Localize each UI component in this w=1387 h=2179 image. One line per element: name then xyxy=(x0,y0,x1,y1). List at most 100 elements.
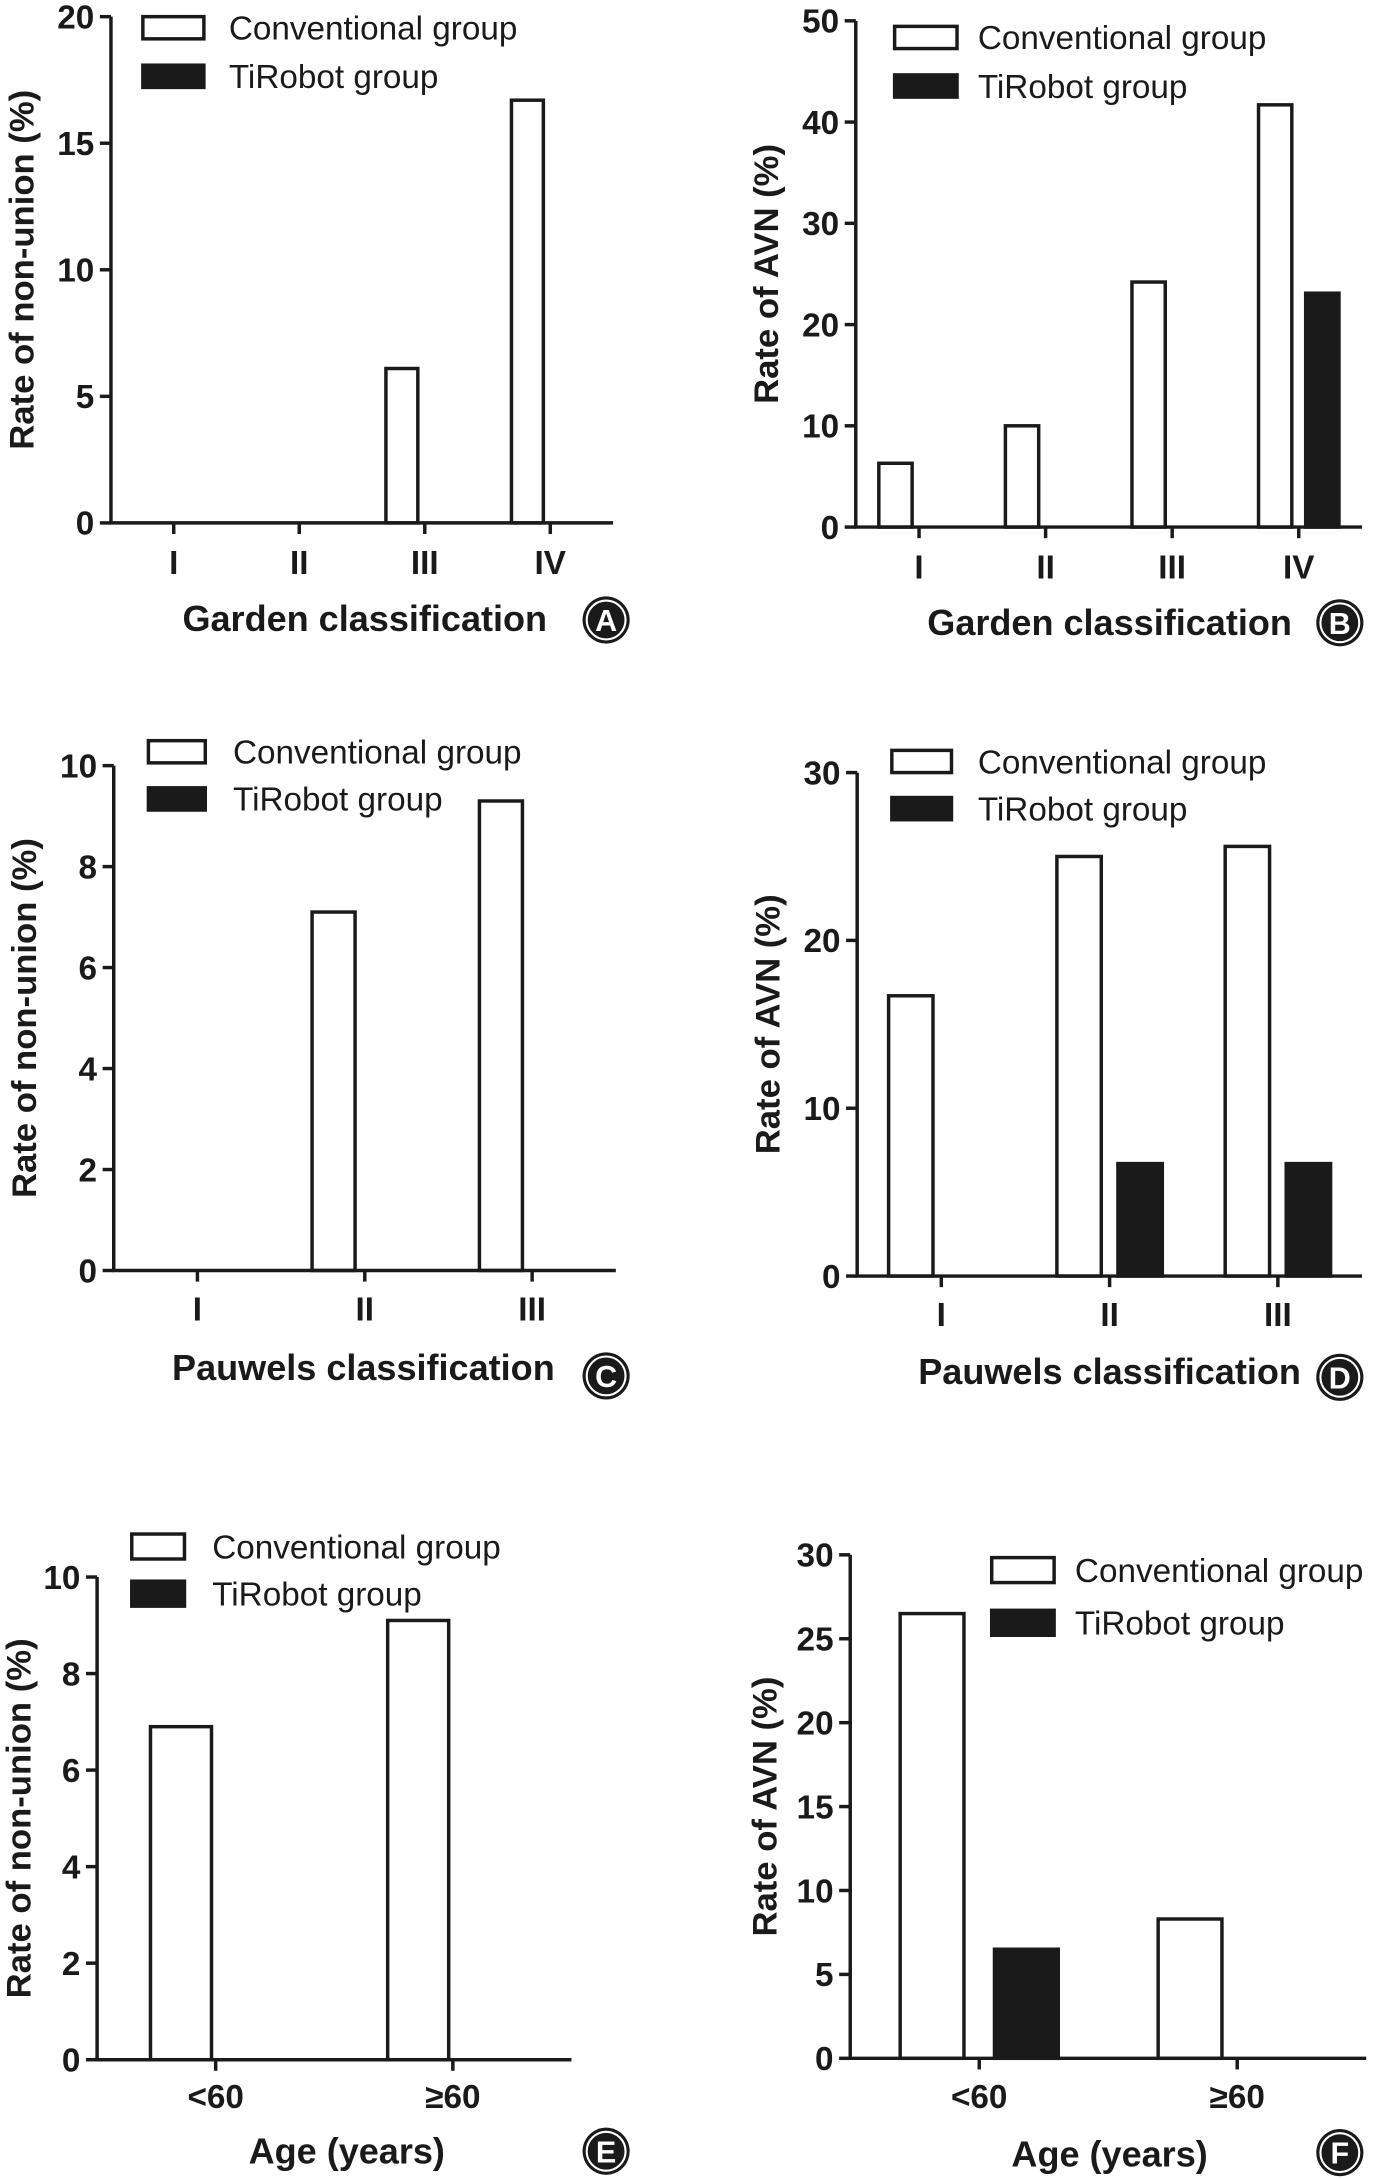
panel-letter: D xyxy=(1329,1361,1351,1395)
y-tick-label: 0 xyxy=(79,1253,98,1290)
legend: Conventional group TiRobot group xyxy=(892,20,1266,106)
y-tick-label: 8 xyxy=(62,1656,81,1693)
bar-conventional-i xyxy=(877,461,914,529)
bar-conventional-iv xyxy=(509,98,546,525)
y-tick-label: 10 xyxy=(797,1873,834,1910)
panel-letter-badge: D xyxy=(1316,1353,1364,1401)
x-tick-label: I xyxy=(937,1297,946,1334)
y-tick-label: 50 xyxy=(802,4,839,41)
panel-letter-ring xyxy=(1319,1356,1361,1398)
legend-label-tirobot: TiRobot group xyxy=(978,69,1188,106)
x-tick-label: I xyxy=(193,1291,202,1328)
y-tick-label: 30 xyxy=(804,755,841,792)
bar-conventional-iii xyxy=(477,799,525,1273)
y-axis-title: Rate of non-union (%) xyxy=(6,838,44,1198)
panel-letter-ring xyxy=(585,599,627,641)
bars xyxy=(877,103,1341,529)
bar-tirobot-iv xyxy=(1303,291,1341,529)
bar-conventional-ii xyxy=(310,910,357,1273)
bar-conventional-lt60 xyxy=(148,1724,214,2062)
panel-letter-ring xyxy=(1319,2132,1361,2174)
bar-conventional-iii xyxy=(1223,844,1272,1278)
bar-conventional-i xyxy=(886,994,935,1278)
y-axis-title: Rate of non-union (%) xyxy=(1,1638,39,1998)
legend-swatch-tirobot xyxy=(890,795,954,822)
x-tick-label: IV xyxy=(535,545,566,582)
panel-letter-circle xyxy=(1316,599,1364,647)
y-tick-label: 8 xyxy=(79,849,98,886)
legend-label-conventional: Conventional group xyxy=(212,1529,501,1566)
legend-label-conventional: Conventional group xyxy=(229,11,518,48)
legend: Conventional group TiRobot group xyxy=(141,11,518,96)
legend: Conventional group TiRobot group xyxy=(890,744,1267,828)
x-tick-label: IV xyxy=(1283,549,1314,586)
panel-letter-badge: F xyxy=(1316,2129,1364,2177)
x-axis-title: Pauwels classification xyxy=(172,1347,555,1388)
x-axis-title: Age (years) xyxy=(1011,2134,1207,2175)
x-tick-label: <60 xyxy=(187,2079,243,2116)
legend-swatch-conventional xyxy=(141,14,206,41)
y-axis-title: Rate of AVN (%) xyxy=(748,144,786,404)
bars xyxy=(886,844,1333,1278)
legend-label-conventional: Conventional group xyxy=(1075,1553,1364,1590)
y-tick-label: 2 xyxy=(62,1946,81,1983)
bars xyxy=(898,1611,1224,2061)
x-tick-label: I xyxy=(169,545,178,582)
y-tick-label: 2 xyxy=(79,1152,98,1189)
y-tick-label: 4 xyxy=(62,1849,81,1886)
panel-letter-badge: E xyxy=(582,2127,630,2175)
legend-label-tirobot: TiRobot group xyxy=(229,59,439,96)
y-tick-label: 10 xyxy=(804,1091,841,1128)
panel-letter-circle xyxy=(582,1352,630,1400)
x-tick-label: III xyxy=(518,1291,546,1328)
y-tick-label: 6 xyxy=(62,1753,81,1790)
panel-letter-ring xyxy=(585,2130,627,2172)
legend-label-conventional: Conventional group xyxy=(978,744,1267,781)
panel-letter-badge: C xyxy=(582,1352,630,1400)
bar-conventional-ge60 xyxy=(1156,1917,1224,2061)
legend-swatch-conventional xyxy=(890,748,954,775)
bar-conventional-iii xyxy=(384,366,420,525)
y-tick-label: 10 xyxy=(57,253,94,290)
y-tick-label: 25 xyxy=(797,1622,834,1659)
x-axis-title: Age (years) xyxy=(249,2131,445,2172)
bar-conventional-lt60 xyxy=(898,1611,966,2061)
y-axis-title: Rate of AVN (%) xyxy=(747,1677,785,1937)
panel-f: 0 5 10 15 20 25 30 <60 ≥60 Rate of AVN (%) Age (ye… xyxy=(747,1538,1367,2177)
bar-conventional-iv xyxy=(1256,103,1294,529)
x-tick-label: ≥60 xyxy=(425,2079,480,2116)
y-tick-label: 10 xyxy=(43,1560,80,1597)
bar-tirobot-lt60 xyxy=(992,1947,1061,2061)
y-tick-label: 20 xyxy=(57,0,94,36)
legend-label-tirobot: TiRobot group xyxy=(212,1576,422,1613)
x-tick-label: ≥60 xyxy=(1210,2079,1265,2116)
y-tick-label: 15 xyxy=(797,1789,834,1826)
panel-letter-ring xyxy=(585,1355,627,1397)
x-tick-label: III xyxy=(1264,1297,1292,1334)
x-tick-label: <60 xyxy=(951,2079,1007,2116)
legend-swatch-conventional xyxy=(892,24,959,51)
legend-label-tirobot: TiRobot group xyxy=(233,782,443,819)
legend-swatch-conventional xyxy=(146,738,208,765)
legend: Conventional group TiRobot group xyxy=(146,735,522,819)
y-tick-label: 10 xyxy=(802,409,839,446)
panel-letter-circle xyxy=(1316,2129,1364,2177)
panel-letter-circle xyxy=(1316,1353,1364,1401)
y-tick-label: 0 xyxy=(62,2042,81,2079)
legend-swatch-tirobot xyxy=(989,1608,1056,1638)
x-axis-title: Garden classification xyxy=(927,602,1292,643)
y-tick-label: 0 xyxy=(76,506,95,543)
y-tick-label: 4 xyxy=(79,1051,98,1088)
legend-label-conventional: Conventional group xyxy=(233,735,522,772)
y-tick-label: 0 xyxy=(821,510,840,547)
y-axis-title: Rate of AVN (%) xyxy=(749,894,787,1154)
y-tick-label: 40 xyxy=(802,105,839,142)
y-tick-label: 15 xyxy=(57,126,94,163)
legend-swatch-tirobot xyxy=(141,63,206,90)
y-tick-label: 5 xyxy=(76,379,95,416)
panel-letter-badge: B xyxy=(1316,599,1364,647)
x-axis-title: Pauwels classification xyxy=(918,1351,1301,1392)
legend-swatch-conventional xyxy=(130,1532,187,1561)
